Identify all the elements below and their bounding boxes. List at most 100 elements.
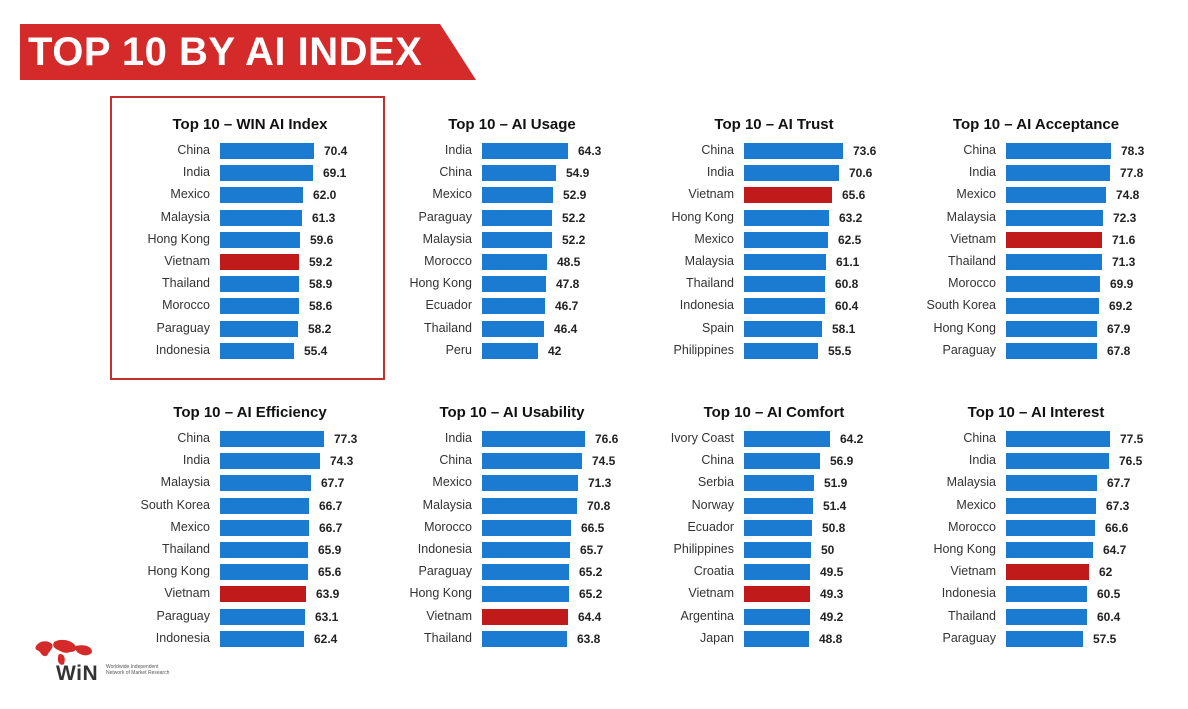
chart-row: Japan 48.8 xyxy=(634,628,914,650)
chart-title: Top 10 – AI Comfort xyxy=(703,404,845,421)
category-label: Japan xyxy=(699,630,734,645)
chart-row: Thailand 63.8 xyxy=(372,628,652,650)
bar xyxy=(1006,342,1097,359)
value-label: 66.6 xyxy=(1105,520,1129,535)
value-label: 60.5 xyxy=(1097,587,1121,602)
chart-row: Mexico 74.8 xyxy=(896,184,1176,206)
category-label: Indonesia xyxy=(417,542,472,556)
category-label: Philippines xyxy=(673,342,734,357)
bar xyxy=(744,165,839,182)
value-label: 64.3 xyxy=(578,144,602,158)
value-label: 65.9 xyxy=(318,543,342,557)
bar xyxy=(482,431,585,447)
value-label: 62.0 xyxy=(313,188,337,203)
value-label: 74.8 xyxy=(1116,188,1140,203)
bar xyxy=(482,342,538,359)
bar xyxy=(482,564,569,581)
category-label: Morocco xyxy=(424,254,472,268)
value-label: 62 xyxy=(1099,565,1113,580)
category-label: Spain xyxy=(702,320,734,335)
chart-row: Indonesia 62.4 xyxy=(110,628,390,650)
bar xyxy=(220,586,306,603)
value-label: 60.8 xyxy=(835,277,859,292)
chart-title: Top 10 – AI Efficiency xyxy=(173,404,327,421)
chart-row: Indonesia 55.4 xyxy=(110,340,390,362)
value-label: 67.3 xyxy=(1106,498,1130,513)
category-label: China xyxy=(701,143,734,157)
value-label: 69.1 xyxy=(323,166,347,181)
logo-wordmark: WiN xyxy=(56,662,99,685)
value-label: 61.3 xyxy=(312,210,336,225)
chart-row: China 78.3 xyxy=(896,140,1176,162)
chart-row: Vietnam 64.4 xyxy=(372,606,652,628)
banner-shape xyxy=(20,24,476,80)
chart-panel: Top 10 – AI Interest China 77.5 India 76.5 Ma… xyxy=(896,404,1176,664)
category-label: Peru xyxy=(445,342,472,357)
bar xyxy=(220,519,309,536)
value-label: 73.6 xyxy=(853,144,877,158)
category-label: Indonesia xyxy=(679,298,734,313)
category-label: Philippines xyxy=(673,542,734,556)
category-label: Hong Kong xyxy=(671,209,734,224)
category-label: Serbia xyxy=(697,475,734,490)
category-label: Thailand xyxy=(424,630,472,645)
category-label: Hong Kong xyxy=(409,276,472,291)
value-label: 76.6 xyxy=(595,432,619,446)
chart-row: Malaysia 72.3 xyxy=(896,207,1176,229)
value-label: 67.9 xyxy=(1107,321,1131,336)
chart-row: Hong Kong 65.2 xyxy=(372,583,652,605)
value-label: 59.6 xyxy=(310,232,334,247)
bar xyxy=(220,630,304,647)
value-label: 46.7 xyxy=(555,299,579,314)
chart-row: Spain 58.1 xyxy=(634,318,914,340)
category-label: South Korea xyxy=(926,298,997,313)
category-label: Indonesia xyxy=(155,342,210,357)
value-label: 70.8 xyxy=(587,498,611,513)
chart-row: Indonesia 60.5 xyxy=(896,583,1176,605)
category-label: Croatia xyxy=(693,564,734,579)
category-label: Morocco xyxy=(162,298,210,313)
bar xyxy=(1006,497,1096,514)
chart-panel: Top 10 – AI Trust China 73.6 India 70.6 Vietn… xyxy=(634,116,914,376)
value-label: 70.6 xyxy=(849,166,873,181)
bar xyxy=(744,608,810,625)
chart-row: Paraguay 67.8 xyxy=(896,340,1176,362)
category-label: China xyxy=(177,431,210,445)
value-label: 42 xyxy=(548,343,562,358)
value-label: 66.5 xyxy=(581,520,605,535)
chart-title: Top 10 – AI Usability xyxy=(439,404,585,421)
chart-row: China 77.5 xyxy=(896,428,1176,450)
bar xyxy=(220,608,305,625)
chart-row: Malaysia 61.1 xyxy=(634,251,914,273)
chart-row: Thailand 60.4 xyxy=(896,606,1176,628)
category-label: Mexico xyxy=(432,475,472,490)
bar xyxy=(220,254,299,270)
chart-row: Malaysia 70.8 xyxy=(372,495,652,517)
chart-row: India 76.5 xyxy=(896,450,1176,472)
chart-row: South Korea 69.2 xyxy=(896,295,1176,317)
bar xyxy=(220,497,309,514)
category-label: Thailand xyxy=(948,608,996,623)
value-label: 77.3 xyxy=(334,432,358,446)
value-label: 67.8 xyxy=(1107,343,1131,358)
bar xyxy=(482,453,582,470)
value-label: 62.5 xyxy=(838,232,862,247)
bar xyxy=(1006,276,1100,293)
value-label: 60.4 xyxy=(1097,609,1121,624)
value-label: 71.6 xyxy=(1112,232,1136,247)
category-label: Vietnam xyxy=(688,187,734,202)
category-label: South Korea xyxy=(140,497,211,512)
bar xyxy=(1006,320,1097,337)
bar xyxy=(482,165,556,182)
chart-row: Paraguay 57.5 xyxy=(896,628,1176,650)
category-label: Hong Kong xyxy=(933,542,996,556)
category-label: India xyxy=(444,431,472,445)
highlight-frame xyxy=(110,96,385,380)
category-label: Thailand xyxy=(686,276,734,291)
category-label: Malaysia xyxy=(160,475,210,490)
bar xyxy=(482,187,553,204)
bar xyxy=(220,209,302,226)
bar xyxy=(744,187,832,204)
chart-row: Thailand 58.9 xyxy=(110,273,390,295)
chart-row: India 77.8 xyxy=(896,162,1176,184)
